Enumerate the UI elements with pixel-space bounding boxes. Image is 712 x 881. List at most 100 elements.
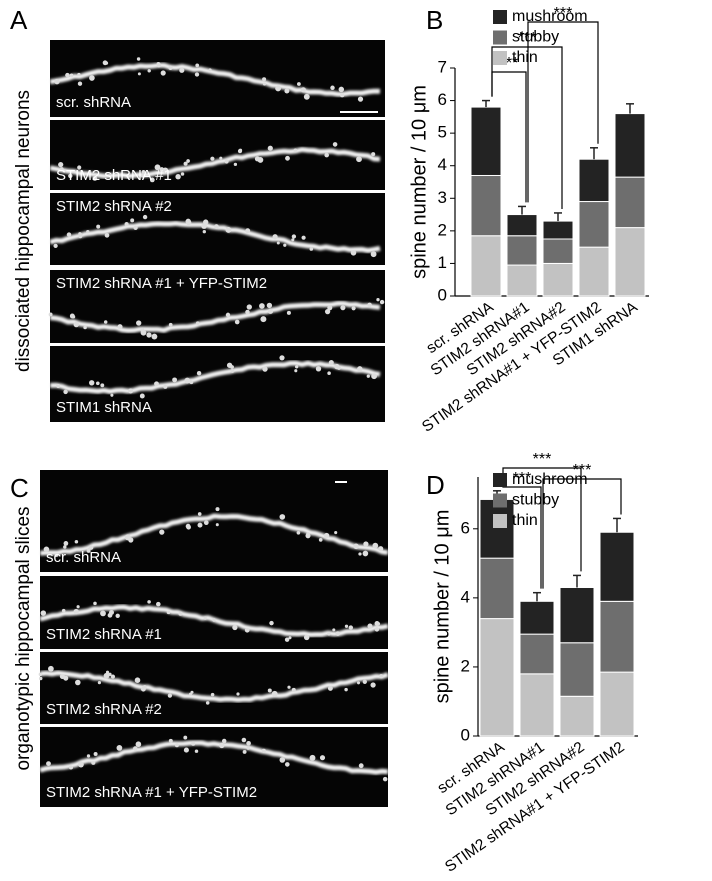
spine	[156, 61, 161, 66]
spine	[353, 543, 359, 550]
bar-segment	[599, 600, 635, 673]
spine	[291, 234, 297, 239]
bar-segment	[559, 695, 595, 737]
y-tick-label: 1	[438, 253, 447, 272]
image-caption: STIM2 shRNA #1 + YFP-STIM2	[46, 784, 257, 801]
spine	[142, 685, 147, 690]
spine	[205, 701, 210, 705]
spine	[275, 85, 282, 92]
dendrite	[49, 360, 381, 395]
spine	[356, 156, 362, 163]
spine	[102, 60, 108, 66]
y-tick-label: 3	[438, 188, 447, 207]
spine	[324, 152, 329, 158]
spine	[189, 380, 194, 385]
spine	[194, 749, 199, 753]
spine	[379, 674, 384, 679]
y-tick-label: 2	[438, 220, 447, 239]
spine	[93, 601, 97, 606]
significance-bracket	[491, 46, 563, 209]
spine	[220, 744, 224, 748]
spine	[350, 249, 357, 256]
spine	[93, 752, 98, 756]
spine	[339, 92, 345, 98]
spine	[110, 674, 116, 679]
spine	[54, 78, 60, 85]
spine	[48, 665, 54, 672]
spine	[324, 308, 331, 315]
spine	[69, 73, 74, 78]
spine	[234, 319, 240, 325]
spine	[194, 72, 200, 77]
spine	[141, 170, 146, 174]
image-caption: STIM2 shRNA #2	[46, 701, 162, 718]
spine	[73, 321, 80, 328]
significance-label: ***	[518, 30, 537, 47]
spine	[283, 243, 287, 247]
spine	[215, 523, 219, 527]
legend-swatch	[493, 30, 507, 45]
spine	[38, 676, 43, 681]
spine	[40, 610, 47, 616]
side-label: dissociated hippocampal neurons	[13, 90, 34, 372]
spine	[267, 145, 273, 151]
spine	[46, 761, 51, 767]
spine	[284, 637, 290, 642]
bar-segment	[614, 227, 646, 297]
spine	[338, 86, 345, 93]
dendrite	[39, 513, 389, 556]
spine	[133, 746, 138, 751]
spine	[357, 366, 363, 372]
spine	[344, 624, 349, 628]
bar-segment	[542, 220, 574, 240]
y-tick-label: 6	[461, 518, 470, 537]
significance-bracket	[542, 478, 622, 589]
spine	[56, 384, 61, 388]
spine	[215, 507, 220, 512]
spine	[241, 737, 247, 743]
image-caption: STIM2 shRNA #2	[56, 198, 172, 215]
spine	[318, 538, 323, 542]
spine	[203, 219, 209, 225]
panel-letter: B	[426, 5, 443, 35]
spine	[230, 365, 234, 369]
spine	[296, 82, 301, 86]
spine	[151, 333, 158, 340]
spine	[83, 325, 87, 330]
spine	[163, 384, 168, 389]
bar-segment	[578, 158, 610, 203]
spine	[372, 542, 379, 549]
spine	[374, 627, 380, 632]
spine	[279, 355, 285, 361]
spine	[291, 238, 295, 242]
spine	[136, 320, 142, 326]
spine	[303, 93, 310, 100]
bar-segment	[506, 235, 538, 266]
spine	[260, 316, 267, 323]
spine	[267, 308, 274, 314]
spine	[159, 167, 165, 172]
significance-label: ***	[533, 451, 552, 468]
image-caption: STIM2 shRNA #1 + YFP-STIM2	[56, 275, 267, 292]
spine	[77, 165, 82, 170]
y-tick-label: 5	[438, 123, 447, 142]
spine	[100, 383, 105, 388]
spine	[104, 232, 110, 238]
spine	[370, 682, 376, 688]
spine	[287, 685, 291, 689]
legend-swatch	[493, 473, 507, 487]
spine	[286, 310, 291, 315]
spine	[382, 776, 388, 782]
significance-bracket	[527, 21, 599, 203]
spine	[245, 309, 250, 315]
significance-label: ***	[513, 470, 532, 487]
spine	[195, 321, 200, 325]
spine	[203, 616, 207, 620]
legend-label: stubby	[512, 29, 559, 46]
legend-swatch	[493, 51, 507, 65]
spine	[65, 72, 70, 78]
spine	[262, 82, 267, 86]
spine	[73, 608, 79, 615]
spine	[332, 142, 338, 147]
